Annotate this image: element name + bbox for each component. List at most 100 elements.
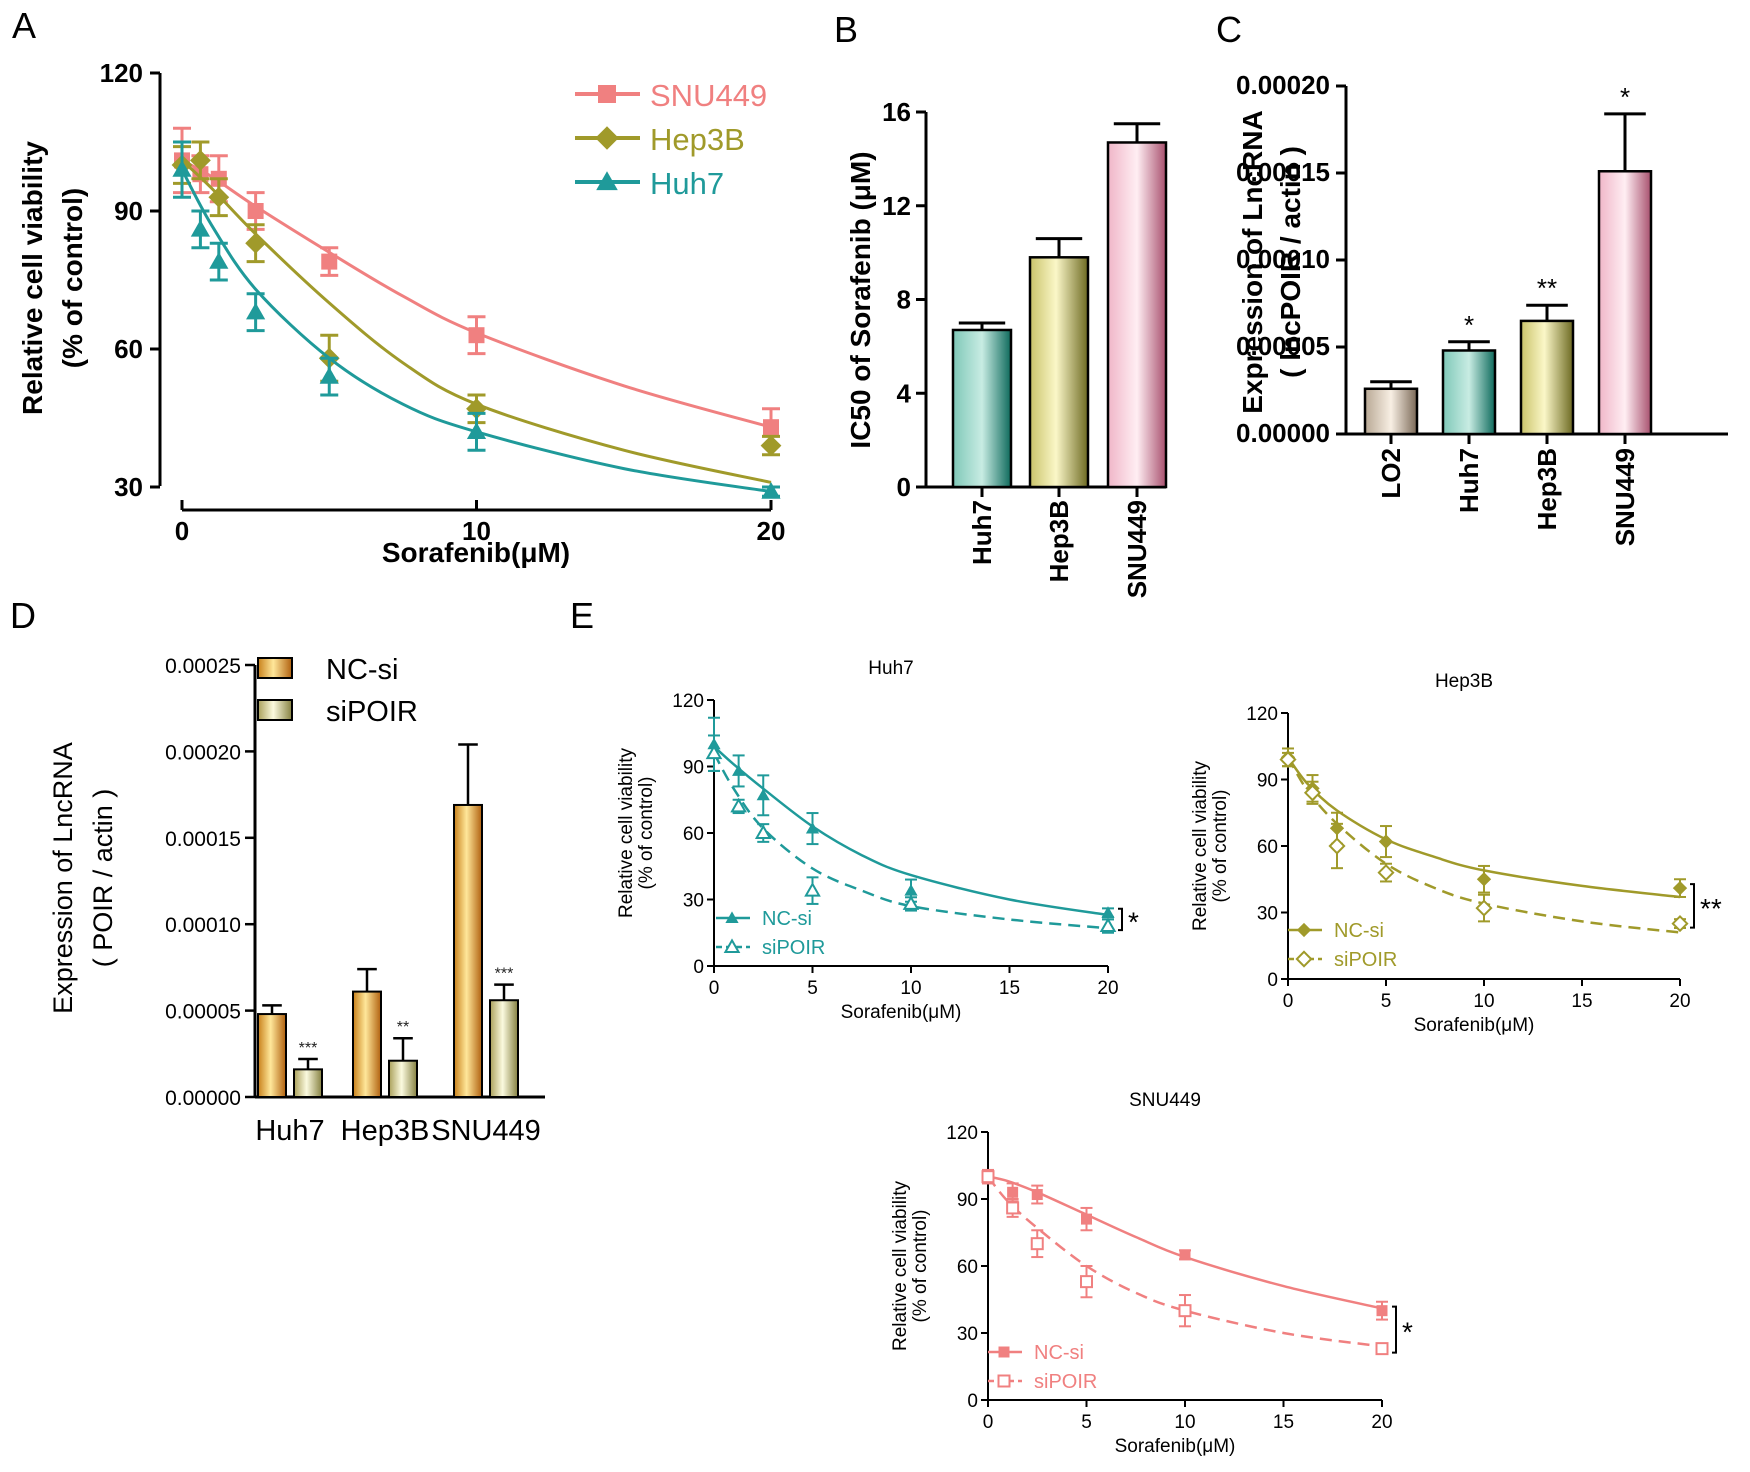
data-point-nc-si <box>1081 1213 1092 1225</box>
panel-e-hep3b: 0 30 60 90 120 0 5 10 15 20 Sorafenib(μM) Hep3B Rela… <box>1190 671 1722 1036</box>
data-point-nc-si <box>1031 1189 1043 1201</box>
bar-huh7-sipoir <box>293 1068 323 1099</box>
data-point-sipoir <box>1328 837 1346 855</box>
y-axis-title: Relative cell viability <box>890 1181 911 1352</box>
y-tick-label: 0.00015 <box>165 828 241 851</box>
data-point-sipoir <box>1030 1237 1044 1251</box>
y-axis-title: Relative cell viability <box>1190 761 1211 932</box>
y-tick-label: 0.00000 <box>165 1087 241 1110</box>
x-tick-label: 0 <box>175 516 189 546</box>
legend-marker-nc-si <box>1296 922 1312 938</box>
data-point-hep3b <box>190 150 211 171</box>
y-tick-label: 0.00005 <box>1236 331 1330 361</box>
legend-label-sipoir: siPOIR <box>1334 949 1397 971</box>
legend-marker-sipoir <box>723 938 741 953</box>
x-tick-label: Huh7 <box>967 500 997 565</box>
legend-swatch-sipoir <box>257 699 293 721</box>
panel-label-c: C <box>1216 9 1242 50</box>
data-point-huh7 <box>319 367 339 384</box>
y-tick-label: 90 <box>683 758 704 779</box>
data-point-huh7 <box>172 160 192 177</box>
data-point-sipoir <box>1375 1342 1389 1356</box>
bar-huh7 <box>1441 349 1497 436</box>
x-tick-label: 15 <box>1571 991 1592 1012</box>
panel-c-expression-bars: 0.00000 0.00005 0.00010 0.00015 0.00020 Expre… <box>1236 70 1728 546</box>
legend-label-nc-si: NC-si <box>762 908 812 930</box>
legend-label-sipoir: siPOIR <box>326 696 418 728</box>
y-tick-label: 0.00015 <box>1236 157 1330 187</box>
data-point-sipoir <box>1178 1304 1192 1318</box>
y-axis-title-2: (% of control) <box>57 188 88 368</box>
data-point-sipoir <box>730 797 747 813</box>
data-point-huh7 <box>246 302 266 320</box>
y-tick-label: 4 <box>897 378 912 408</box>
y-axis-title-2: ( POIR / actin ) <box>88 789 118 968</box>
y-tick-label: 30 <box>114 472 143 502</box>
significance-label: * <box>1128 906 1139 937</box>
chart-title: Huh7 <box>868 658 913 679</box>
legend-marker-snu449 <box>598 85 616 103</box>
y-axis-title: Expression of LncRNA <box>48 742 78 1014</box>
legend-label-snu449: SNU449 <box>650 78 767 113</box>
bar-snu449 <box>1106 141 1168 489</box>
bar-huh7-nc-si <box>257 1013 287 1099</box>
x-axis-title: Sorafenib(μM) <box>1115 1436 1236 1457</box>
fit-curve-hep3b <box>180 159 772 484</box>
y-tick-label: 0 <box>967 1391 978 1412</box>
data-point-sipoir <box>1099 917 1117 933</box>
data-point-huh7 <box>761 482 781 499</box>
bar-snu449 <box>1597 170 1653 436</box>
legend-marker-huh7 <box>596 171 618 191</box>
bar-hep3b <box>1028 256 1090 489</box>
bar-snu449-nc-si <box>453 803 483 1099</box>
y-tick-label: 90 <box>114 196 143 226</box>
data-point-nc-si <box>1378 834 1394 849</box>
x-tick-label: SNU449 <box>431 1115 541 1147</box>
legend-label-sipoir: siPOIR <box>762 937 825 959</box>
y-tick-label: 60 <box>1257 837 1278 858</box>
y-tick-label: 60 <box>114 334 143 364</box>
x-axis-title: Sorafenib(μM) <box>1414 1015 1535 1036</box>
x-tick-label: 0 <box>709 978 720 999</box>
x-tick-label: SNU449 <box>1122 500 1152 598</box>
data-point-hep3b <box>208 186 230 208</box>
y-tick-label: 30 <box>1257 904 1278 925</box>
panel-label-b: B <box>834 9 858 50</box>
x-tick-label: 10 <box>900 978 921 999</box>
fit-curve-sipoir <box>712 752 1109 930</box>
legend-label-hep3b: Hep3B <box>650 122 745 157</box>
data-point-nc-si <box>1179 1249 1191 1261</box>
y-tick-label: 12 <box>882 191 911 221</box>
y-axis-title: Expression of LncRNA <box>1237 110 1268 413</box>
y-tick-label: 30 <box>957 1324 978 1345</box>
data-point-sipoir <box>1303 784 1322 802</box>
y-tick-label: 0 <box>897 472 911 502</box>
x-tick-label: Huh7 <box>1454 448 1484 513</box>
data-point-huh7 <box>466 422 487 439</box>
data-point-snu449 <box>247 203 264 219</box>
x-tick-label: 20 <box>1097 978 1118 999</box>
data-point-nc-si <box>756 788 770 801</box>
data-point-sipoir <box>1006 1201 1020 1215</box>
data-point-snu449 <box>763 419 779 436</box>
y-axis-title: Relative cell viability <box>17 141 48 415</box>
x-tick-label: 5 <box>1381 991 1392 1012</box>
x-tick-label: 15 <box>1273 1412 1294 1433</box>
x-tick-label: 0 <box>1283 991 1294 1012</box>
significance-hep3b: ** <box>397 1019 409 1036</box>
legend-marker-hep3b <box>595 126 619 150</box>
y-tick-label: 0.00005 <box>165 1001 241 1024</box>
y-tick-label: 90 <box>1257 771 1278 792</box>
data-point-nc-si <box>805 821 820 834</box>
panel-a-dose-response: 30 60 90 120 0 10 20 Sorafenib(μM) Relative cell… <box>17 58 785 568</box>
data-point-hep3b <box>245 232 267 254</box>
y-axis-title: Relative cell viability <box>616 748 637 919</box>
x-tick-label: 20 <box>1371 1412 1392 1433</box>
bar-huh7 <box>951 328 1013 489</box>
data-point-sipoir <box>1080 1275 1093 1289</box>
x-axis-title: Sorafenib(μM) <box>841 1002 962 1023</box>
significance-bracket <box>1392 1305 1397 1354</box>
data-point-snu449 <box>468 327 485 344</box>
